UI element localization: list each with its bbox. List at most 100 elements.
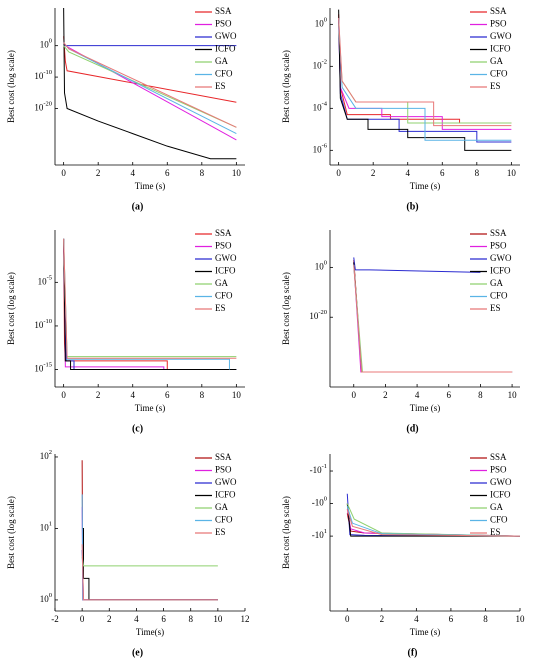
y-tick-label: 100: [315, 17, 327, 29]
x-tick-label: 2: [96, 390, 101, 400]
series-line: [82, 527, 218, 601]
y-tick-label: 102: [40, 449, 52, 461]
y-tick-label: -10-1: [310, 464, 327, 476]
y-tick-label: 10-5: [38, 275, 52, 287]
y-tick-label: 100: [315, 260, 327, 272]
x-tick-label: 6: [165, 168, 170, 178]
y-axis-label: Best cost (log scale): [6, 272, 16, 345]
legend-label: CFO: [490, 291, 508, 301]
series-line: [63, 238, 168, 370]
x-axis-label: Time (s): [410, 181, 440, 191]
panel: 0 2 4 6 8 10 10-5 10-10 10-15 Time (s) Best cost (…: [6, 228, 245, 434]
y-axis-label: Best cost (log scale): [281, 496, 291, 569]
legend-label: CFO: [215, 515, 233, 525]
series-line: [63, 238, 237, 359]
x-axis-label: Time (s): [410, 627, 440, 637]
y-tick-label: 10-6: [313, 143, 328, 155]
x-tick-label: 8: [475, 168, 480, 178]
legend-label: SSA: [215, 452, 232, 462]
y-tick-label: 10-2: [313, 59, 327, 71]
x-axis-label: Time(s): [136, 627, 164, 637]
x-tick-label: 10: [508, 390, 518, 400]
series-line: [81, 556, 218, 567]
x-tick-label: 6: [447, 390, 452, 400]
y-axis-label: Best cost (log scale): [6, 496, 16, 569]
series-line: [353, 259, 513, 373]
x-tick-label: 0: [80, 614, 85, 624]
series-line: [81, 544, 218, 601]
legend-label: SSA: [215, 6, 232, 16]
x-tick-label: -2: [51, 614, 59, 624]
x-tick-label: 8: [200, 168, 205, 178]
series-line: [63, 238, 237, 358]
y-axis-label: Best cost (log scale): [6, 50, 16, 123]
y-axis-label: Best cost (log scale): [281, 272, 291, 345]
x-tick-label: 8: [483, 614, 488, 624]
series-line: [63, 42, 237, 141]
panel-label: (b): [406, 201, 418, 212]
x-tick-label: 4: [130, 168, 135, 178]
panel-label: (d): [406, 423, 418, 434]
x-tick-label: 2: [371, 168, 376, 178]
legend-label: PSO: [490, 19, 507, 29]
x-tick-label: 8: [478, 390, 483, 400]
legend-label: GA: [215, 502, 228, 512]
y-tick-label: 101: [40, 521, 52, 533]
legend-label: CFO: [215, 291, 233, 301]
x-tick-label: 6: [449, 614, 454, 624]
legend-label: GA: [490, 56, 503, 66]
legend-label: GWO: [490, 253, 512, 263]
series-line: [353, 264, 513, 373]
legend-label: GA: [490, 502, 503, 512]
legend-label: ES: [215, 303, 226, 313]
x-tick-label: 6: [440, 168, 445, 178]
panel: -2 0 2 4 6 8 10 12 100 101 102 Time(s) Best cost (lo…: [6, 449, 249, 658]
x-tick-label: 12: [241, 614, 250, 624]
x-tick-label: 10: [232, 168, 242, 178]
legend-label: ES: [490, 527, 501, 537]
legend-label: ES: [215, 527, 226, 537]
series-line: [63, 238, 230, 370]
legend-label: SSA: [490, 228, 507, 238]
legend-label: ICFO: [490, 490, 511, 500]
x-axis-label: Time (s): [135, 181, 165, 191]
y-tick-label: 10-20: [34, 101, 52, 113]
x-tick-label: 6: [165, 390, 170, 400]
legend-label: GA: [215, 278, 228, 288]
x-tick-label: 4: [134, 614, 139, 624]
x-tick-label: 0: [352, 390, 357, 400]
panel-label: (f): [408, 647, 418, 658]
legend-label: CFO: [490, 515, 508, 525]
y-tick-label: 10-4: [313, 101, 328, 113]
legend-label: ICFO: [490, 266, 511, 276]
legend-label: ES: [490, 81, 501, 91]
series-line: [353, 262, 513, 373]
x-tick-label: 0: [61, 168, 66, 178]
panel-label: (e): [132, 647, 143, 658]
x-tick-label: 4: [405, 168, 410, 178]
x-tick-label: 6: [161, 614, 166, 624]
y-tick-label: -100: [312, 496, 327, 508]
series-line: [338, 24, 512, 130]
series-line: [63, 238, 165, 370]
legend-label: GWO: [490, 477, 512, 487]
x-tick-label: 2: [96, 168, 101, 178]
series-line: [63, 42, 237, 128]
x-tick-label: 4: [130, 390, 135, 400]
series-line: [63, 238, 237, 371]
y-tick-label: 100: [40, 38, 52, 50]
y-tick-label: 100: [40, 592, 52, 604]
legend-label: ES: [215, 81, 226, 91]
y-tick-label: 10-10: [34, 70, 52, 82]
x-tick-label: 10: [507, 168, 517, 178]
legend-label: PSO: [490, 465, 507, 475]
panel: 0 2 4 6 8 10 -10-1 -100 -101 Time (s) Best cost (l…: [281, 452, 525, 658]
legend-label: SSA: [490, 452, 507, 462]
legend-label: SSA: [490, 6, 507, 16]
series-line: [338, 17, 512, 127]
y-tick-label: -101: [312, 529, 327, 541]
legend-label: GA: [490, 278, 503, 288]
series-line: [81, 494, 218, 601]
x-tick-label: 2: [107, 614, 112, 624]
